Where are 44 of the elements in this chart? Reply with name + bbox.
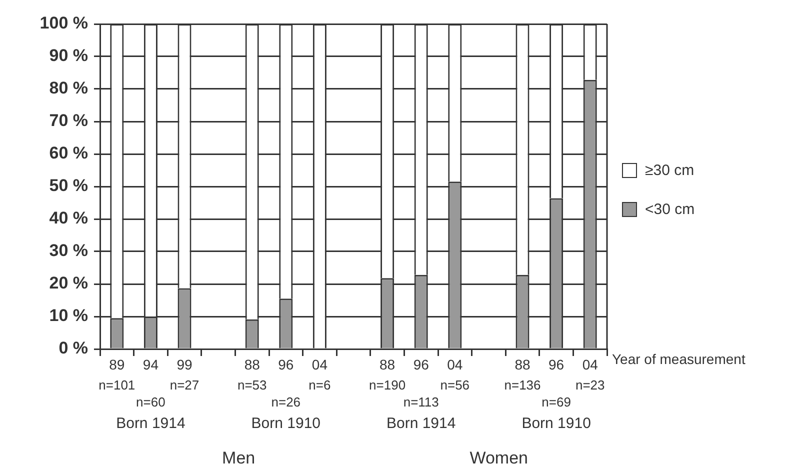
x-tick-label: 96 — [278, 356, 294, 372]
legend-label: <30 cm — [645, 200, 695, 218]
y-tick-label: 50 % — [49, 176, 88, 196]
y-tick-label: 20 % — [49, 274, 88, 293]
text: n=27 — [170, 378, 200, 393]
y-tick-label: 90 % — [49, 46, 88, 66]
x-tick-label: 88 — [514, 356, 530, 372]
x-tick-label: 99 — [176, 356, 192, 372]
text: Born 1914 — [116, 415, 186, 432]
y-tick-label: 40 % — [49, 208, 88, 228]
text: n=69 — [542, 394, 571, 410]
text: Women — [470, 448, 528, 468]
y-tick-label: 30 % — [49, 241, 88, 260]
y-tick-label: 10 % — [49, 306, 88, 326]
x-tick-label: 96 — [548, 356, 564, 372]
text: Born 1910 — [522, 415, 591, 432]
y-tick-label: 70 % — [49, 111, 88, 130]
text: Born 1914 — [386, 415, 456, 432]
text: n=6 — [308, 378, 331, 393]
text: Men — [222, 448, 256, 468]
x-tick-label: 88 — [380, 356, 396, 372]
text: Born 1910 — [251, 415, 321, 432]
text: n=190 — [369, 378, 406, 393]
x-tick-label: 89 — [109, 356, 125, 372]
text: n=113 — [403, 394, 439, 410]
y-tick-label: 0 % — [58, 338, 88, 358]
text: n=26 — [271, 394, 301, 410]
text: ≥30 cm — [645, 162, 694, 178]
x-tick-label: 04 — [312, 356, 328, 372]
x-tick-label: 94 — [142, 356, 159, 372]
text: n=101 — [98, 378, 136, 393]
y-tick-label: 80 % — [49, 78, 88, 98]
x-tick-label: 04 — [447, 356, 463, 372]
text: n=136 — [504, 378, 541, 393]
x-tick-label: 96 — [413, 356, 430, 372]
x-tick-label: 04 — [582, 356, 598, 372]
x-tick-label: 88 — [244, 356, 260, 372]
text: n=53 — [237, 378, 267, 393]
text: n=56 — [440, 378, 470, 393]
y-tick-label: 60 % — [49, 144, 88, 163]
text: n=60 — [136, 394, 166, 410]
text: n=23 — [575, 378, 605, 393]
x-axis-title: Year of measurement — [612, 350, 746, 367]
y-tick-label: 100 % — [40, 14, 88, 33]
